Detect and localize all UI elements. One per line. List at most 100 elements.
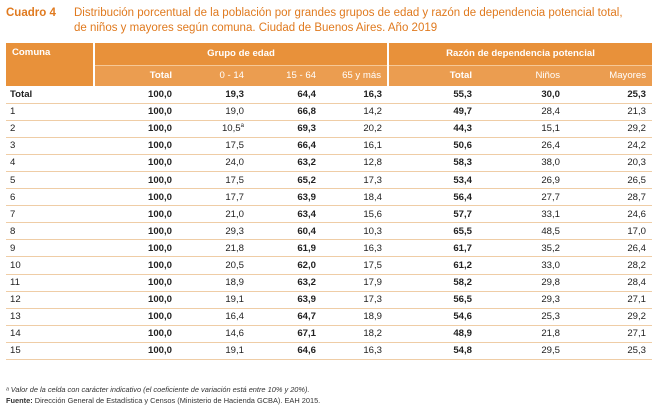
table-row: 13 100,0 16,4 64,7 18,9 54,6 25,3 29,2 [6, 308, 652, 326]
cell-ninos: 38,0 [478, 154, 566, 172]
cell-65-y-mas: 17,9 [322, 274, 388, 292]
cell-15-64: 63,4 [250, 205, 322, 224]
cell-ratio-total: 54,8 [388, 342, 478, 361]
cell-ninos: 35,2 [478, 239, 566, 258]
cell-comuna: 10 [6, 256, 94, 275]
cell-total: 100,0 [94, 291, 178, 309]
cell-mayores: 28,4 [566, 274, 652, 292]
cell-total: 100,0 [94, 342, 178, 361]
cell-15-64: 69,3 [250, 120, 322, 138]
cell-ratio-total: 49,7 [388, 103, 478, 121]
table-number: Cuadro 4 [6, 7, 56, 19]
cell-comuna: 15 [6, 342, 94, 361]
table-caption: Cuadro 4 Distribución porcentual de la p… [6, 6, 662, 36]
cell-65-y-mas: 18,2 [322, 325, 388, 343]
cell-mayores: 24,2 [566, 137, 652, 155]
cell-ninos: 25,3 [478, 308, 566, 326]
cell-ratio-total: 61,7 [388, 239, 478, 258]
cell-mayores: 26,5 [566, 171, 652, 190]
table-row: 9 100,0 21,8 61,9 16,3 61,7 35,2 26,4 [6, 239, 652, 258]
source-note: Fuente: Dirección General de Estadística… [6, 396, 320, 405]
table-row: 2 100,0 10,5a 69,3 20,2 44,3 15,1 29,2 [6, 120, 652, 138]
cell-15-64: 63,9 [250, 188, 322, 207]
header-65-y-mas: 65 y más [322, 65, 389, 86]
cell-ninos: 28,4 [478, 103, 566, 121]
header-razon-dependencia: Razón de dependencia potencial [388, 43, 652, 66]
header-grupo-de-edad: Grupo de edad [94, 43, 389, 66]
cell-comuna: 12 [6, 291, 94, 309]
source-label: Fuente: [6, 396, 33, 405]
cell-15-64: 67,1 [250, 325, 322, 343]
footnote-a: ᵃ Valor de la celda con carácter indicat… [6, 385, 310, 394]
cell-65-y-mas: 18,9 [322, 308, 388, 326]
cell-total: 100,0 [94, 239, 178, 258]
table-title-line-2: de niños y mayores según comuna. Ciudad … [74, 22, 438, 34]
cell-total: 100,0 [94, 137, 178, 155]
cell-comuna: 5 [6, 171, 94, 190]
cell-0-14: 24,0 [178, 154, 250, 172]
cell-65-y-mas: 16,1 [322, 137, 388, 155]
cell-15-64: 64,6 [250, 342, 322, 361]
cell-comuna: 7 [6, 205, 94, 224]
cell-ratio-total: 65,5 [388, 222, 478, 241]
cell-65-y-mas: 16,3 [322, 86, 388, 104]
table-row: 14 100,0 14,6 67,1 18,2 48,9 21,8 27,1 [6, 325, 652, 343]
table-row: 10 100,0 20,5 62,0 17,5 61,2 33,0 28,2 [6, 256, 652, 275]
cell-65-y-mas: 17,3 [322, 171, 388, 190]
table-row: 4 100,0 24,0 63,2 12,8 58,3 38,0 20,3 [6, 154, 652, 172]
cell-65-y-mas: 18,4 [322, 188, 388, 207]
cell-ratio-total: 48,9 [388, 325, 478, 343]
cell-15-64: 63,2 [250, 154, 322, 172]
cell-total: 100,0 [94, 274, 178, 292]
cell-comuna: 11 [6, 274, 94, 292]
cell-ninos: 33,1 [478, 205, 566, 224]
cell-mayores: 25,3 [566, 342, 652, 361]
cell-0-14: 19,1 [178, 291, 250, 309]
cell-ratio-total: 50,6 [388, 137, 478, 155]
table-row: 11 100,0 18,9 63,2 17,9 58,2 29,8 28,4 [6, 274, 652, 292]
cell-ratio-total: 58,2 [388, 274, 478, 292]
cell-0-14: 17,5 [178, 137, 250, 155]
cell-comuna: 2 [6, 120, 94, 138]
cell-65-y-mas: 16,3 [322, 342, 388, 361]
cell-ratio-total: 58,3 [388, 154, 478, 172]
header-15-64: 15 - 64 [250, 65, 322, 86]
cell-mayores: 27,1 [566, 291, 652, 309]
cell-0-14: 17,7 [178, 188, 250, 207]
cell-15-64: 63,9 [250, 291, 322, 309]
cell-0-14: 16,4 [178, 308, 250, 326]
table-row: 5 100,0 17,5 65,2 17,3 53,4 26,9 26,5 [6, 171, 652, 190]
cell-comuna: 6 [6, 188, 94, 207]
cell-ratio-total: 56,4 [388, 188, 478, 207]
cell-total: 100,0 [94, 205, 178, 224]
cell-mayores: 17,0 [566, 222, 652, 241]
cell-ninos: 29,8 [478, 274, 566, 292]
cell-mayores: 26,4 [566, 239, 652, 258]
cell-ratio-total: 44,3 [388, 120, 478, 138]
cell-mayores: 28,2 [566, 256, 652, 275]
cell-ninos: 27,7 [478, 188, 566, 207]
cell-comuna: 1 [6, 103, 94, 121]
cell-0-14: 14,6 [178, 325, 250, 343]
cell-0-14: 20,5 [178, 256, 250, 275]
cell-15-64: 66,4 [250, 137, 322, 155]
cell-ratio-total: 53,4 [388, 171, 478, 190]
table-row: 8 100,0 29,3 60,4 10,3 65,5 48,5 17,0 [6, 222, 652, 241]
cell-mayores: 25,3 [566, 86, 652, 104]
cell-ninos: 29,3 [478, 291, 566, 309]
cell-mayores: 27,1 [566, 325, 652, 343]
cell-0-14: 10,5a [178, 120, 250, 138]
cell-total: 100,0 [94, 171, 178, 190]
cell-ratio-total: 57,7 [388, 205, 478, 224]
cell-0-14: 19,3 [178, 86, 250, 104]
cell-15-64: 64,7 [250, 308, 322, 326]
cell-total: 100,0 [94, 103, 178, 121]
cell-15-64: 60,4 [250, 222, 322, 241]
cell-ratio-total: 54,6 [388, 308, 478, 326]
cell-0-14: 21,0 [178, 205, 250, 224]
cell-0-14: 19,1 [178, 342, 250, 361]
header-ninos: Niños [478, 65, 566, 86]
table-row: 1 100,0 19,0 66,8 14,2 49,7 28,4 21,3 [6, 103, 652, 121]
source-text: Dirección General de Estadística y Censo… [32, 396, 321, 405]
table-title-line-1: Distribución porcentual de la población … [74, 7, 623, 19]
